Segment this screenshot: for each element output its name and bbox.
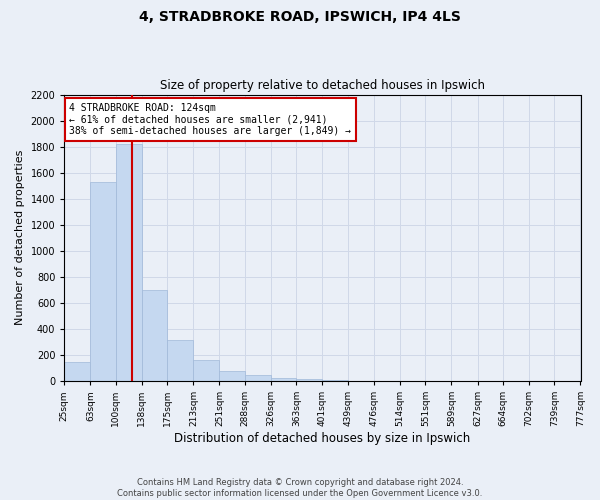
Y-axis label: Number of detached properties: Number of detached properties <box>15 150 25 326</box>
Title: Size of property relative to detached houses in Ipswich: Size of property relative to detached ho… <box>160 79 485 92</box>
Bar <box>64 362 91 381</box>
Bar <box>296 378 322 381</box>
Bar <box>91 182 116 381</box>
Bar <box>167 340 193 381</box>
Bar <box>271 378 296 381</box>
Text: Contains HM Land Registry data © Crown copyright and database right 2024.
Contai: Contains HM Land Registry data © Crown c… <box>118 478 482 498</box>
Text: 4 STRADBROKE ROAD: 124sqm
← 61% of detached houses are smaller (2,941)
38% of se: 4 STRADBROKE ROAD: 124sqm ← 61% of detac… <box>70 103 352 136</box>
Bar <box>142 290 167 381</box>
X-axis label: Distribution of detached houses by size in Ipswich: Distribution of detached houses by size … <box>174 432 470 445</box>
Bar <box>193 360 220 381</box>
Text: 4, STRADBROKE ROAD, IPSWICH, IP4 4LS: 4, STRADBROKE ROAD, IPSWICH, IP4 4LS <box>139 10 461 24</box>
Bar <box>116 144 142 381</box>
Bar <box>245 375 271 381</box>
Bar <box>220 370 245 381</box>
Bar <box>322 380 349 381</box>
